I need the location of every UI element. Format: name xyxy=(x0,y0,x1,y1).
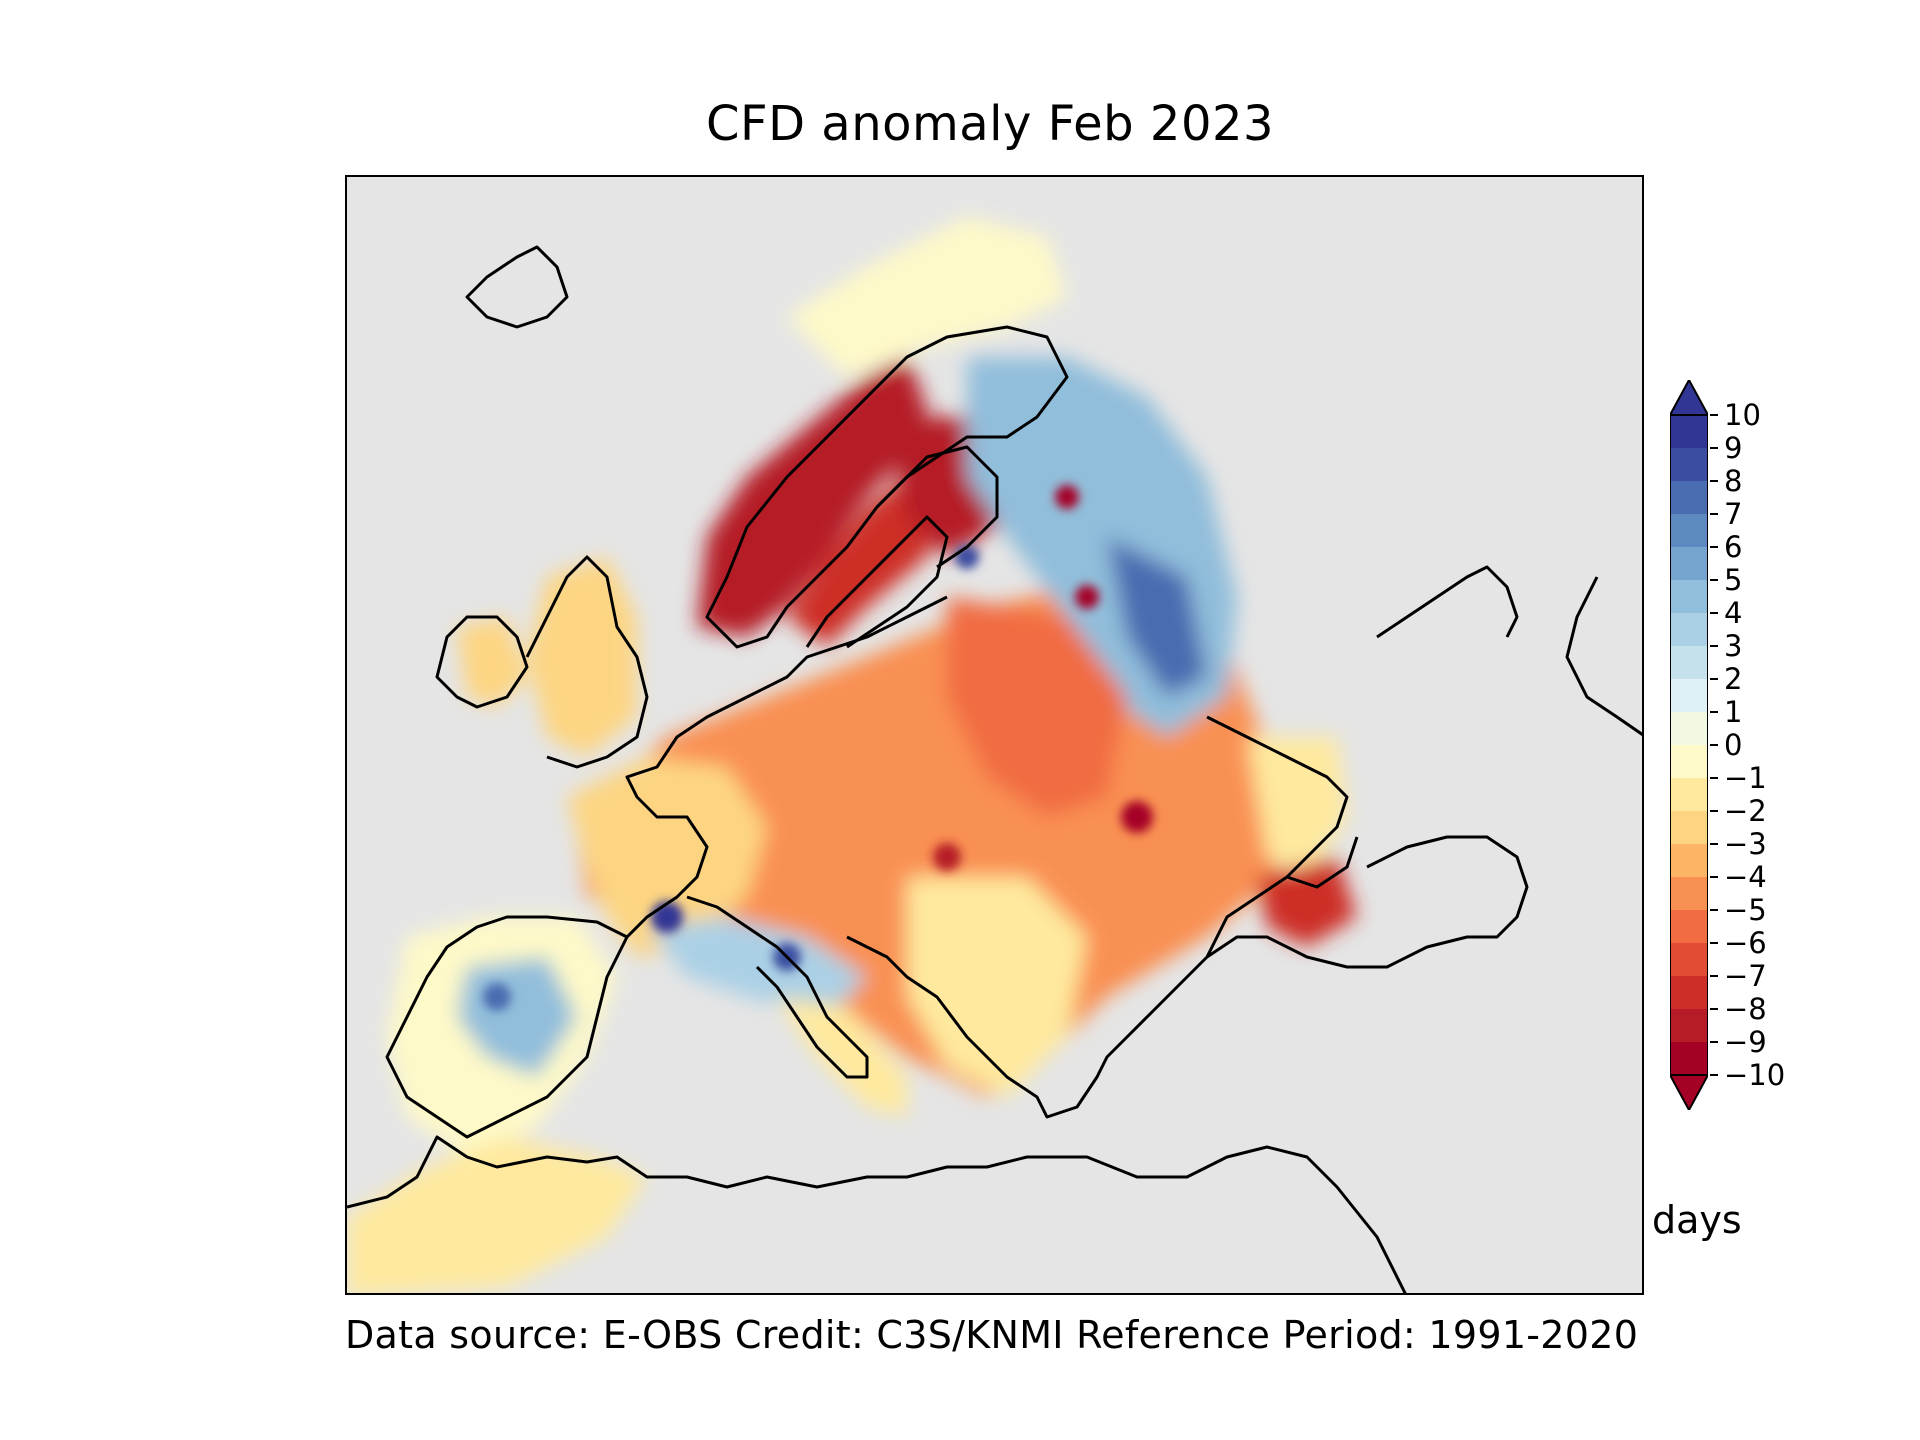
colorbar-cell xyxy=(1670,976,1708,1010)
colorbar-tick-label: −8 xyxy=(1724,992,1767,1026)
colorbar-tick-label: 10 xyxy=(1724,398,1761,432)
colorbar-tick-label: −4 xyxy=(1724,860,1767,894)
colorbar-cell xyxy=(1670,646,1708,680)
colorbar-tick-label: −9 xyxy=(1724,1025,1767,1059)
field-sweden xyxy=(787,477,947,647)
colorbar-cell xyxy=(1670,910,1708,944)
colorbar-tick-label: −10 xyxy=(1724,1058,1786,1092)
colorbar-tick-mark xyxy=(1710,414,1718,416)
colorbar-cell xyxy=(1670,943,1708,977)
colorbar-tick-mark xyxy=(1710,612,1718,614)
colorbar-tick-mark xyxy=(1710,777,1718,779)
colorbar-extend-max-arrow xyxy=(1670,380,1708,415)
colorbar-tick-mark xyxy=(1710,876,1718,878)
colorbar xyxy=(1670,380,1708,1110)
colorbar-tick-mark xyxy=(1710,546,1718,548)
colorbar-cell xyxy=(1670,745,1708,779)
field-iberia-cold xyxy=(457,957,577,1077)
colorbar-tick-label: 8 xyxy=(1724,464,1743,498)
colorbar-cell xyxy=(1670,448,1708,482)
colorbar-cell xyxy=(1670,547,1708,581)
colorbar-tick-mark xyxy=(1710,1008,1718,1010)
coastlines xyxy=(347,245,1642,1293)
colorbar-cell xyxy=(1670,1009,1708,1043)
colorbar-cell xyxy=(1670,811,1708,845)
data-source-credit: Data source: E-OBS Credit: C3S/KNMI Refe… xyxy=(345,1313,1639,1357)
colorbar-tick-label: −5 xyxy=(1724,893,1767,927)
colorbar-tick-label: 9 xyxy=(1724,431,1743,465)
colorbar-cell xyxy=(1670,877,1708,911)
colorbar-tick-mark xyxy=(1710,711,1718,713)
colorbar-tick-label: 0 xyxy=(1724,728,1743,762)
colorbar-tick-label: −6 xyxy=(1724,926,1767,960)
colorbar-tick-mark xyxy=(1710,678,1718,680)
field-russia-deepcold xyxy=(1107,537,1207,697)
colorbar-tick-label: 4 xyxy=(1724,596,1743,630)
colorbar-tick-label: 6 xyxy=(1724,530,1743,564)
colorbar-cell xyxy=(1670,778,1708,812)
colorbar-tick-label: −2 xyxy=(1724,794,1767,828)
field-uk xyxy=(527,557,637,757)
field-scandinavia xyxy=(697,357,927,637)
colorbar-tick-label: −1 xyxy=(1724,761,1767,795)
colorbar-cell xyxy=(1670,1042,1708,1076)
field-north-africa xyxy=(347,1137,647,1293)
colorbar-ticks: 10 9 8 7 6 5 4 3 2 1 0 −1 −2 −3 −4 −5 −6 −7 −8 −9 −10 xyxy=(1710,380,1830,1110)
colorbar-tick-mark xyxy=(1710,513,1718,515)
colorbar-tick-label: −3 xyxy=(1724,827,1767,861)
colorbar-tick-label: 1 xyxy=(1724,695,1743,729)
colorbar-cell xyxy=(1670,613,1708,647)
colorbar-tick-label: 2 xyxy=(1724,662,1743,696)
colorbar-cell xyxy=(1670,481,1708,515)
colorbar-tick-label: −7 xyxy=(1724,959,1767,993)
colorbar-tick-mark xyxy=(1710,480,1718,482)
field-italy xyxy=(777,997,907,1117)
map-panel[interactable] xyxy=(345,175,1644,1295)
colorbar-tick-mark xyxy=(1710,744,1718,746)
colorbar-cell xyxy=(1670,679,1708,713)
colorbar-tick-mark xyxy=(1710,579,1718,581)
field-ukraine xyxy=(947,597,1127,817)
field-ireland xyxy=(457,617,527,707)
colorbar-tick-mark xyxy=(1710,645,1718,647)
colorbar-cell xyxy=(1670,844,1708,878)
colorbar-tick-mark xyxy=(1710,1041,1718,1043)
map-title: CFD anomaly Feb 2023 xyxy=(705,96,1275,152)
colorbar-tick-mark xyxy=(1710,975,1718,977)
colorbar-units-label: days xyxy=(1652,1198,1742,1242)
colorbar-tick-mark xyxy=(1710,810,1718,812)
field-balkans xyxy=(907,877,1087,1097)
colorbar-tick-mark xyxy=(1710,942,1718,944)
colorbar-cell xyxy=(1670,514,1708,548)
colorbar-tick-label: 3 xyxy=(1724,629,1743,663)
colorbar-tick-label: 7 xyxy=(1724,497,1743,531)
colorbar-cell xyxy=(1670,580,1708,614)
colorbar-tick-mark xyxy=(1710,1074,1718,1076)
colorbar-tick-mark xyxy=(1710,447,1718,449)
colorbar-tick-mark xyxy=(1710,843,1718,845)
field-lapland xyxy=(787,217,1067,377)
colorbar-cell xyxy=(1670,415,1708,449)
colorbar-cell xyxy=(1670,712,1708,746)
colorbar-tick-mark xyxy=(1710,909,1718,911)
colorbar-extend-min-arrow xyxy=(1670,1075,1708,1110)
europe-map xyxy=(347,217,1642,1293)
colorbar-tick-label: 5 xyxy=(1724,563,1743,597)
